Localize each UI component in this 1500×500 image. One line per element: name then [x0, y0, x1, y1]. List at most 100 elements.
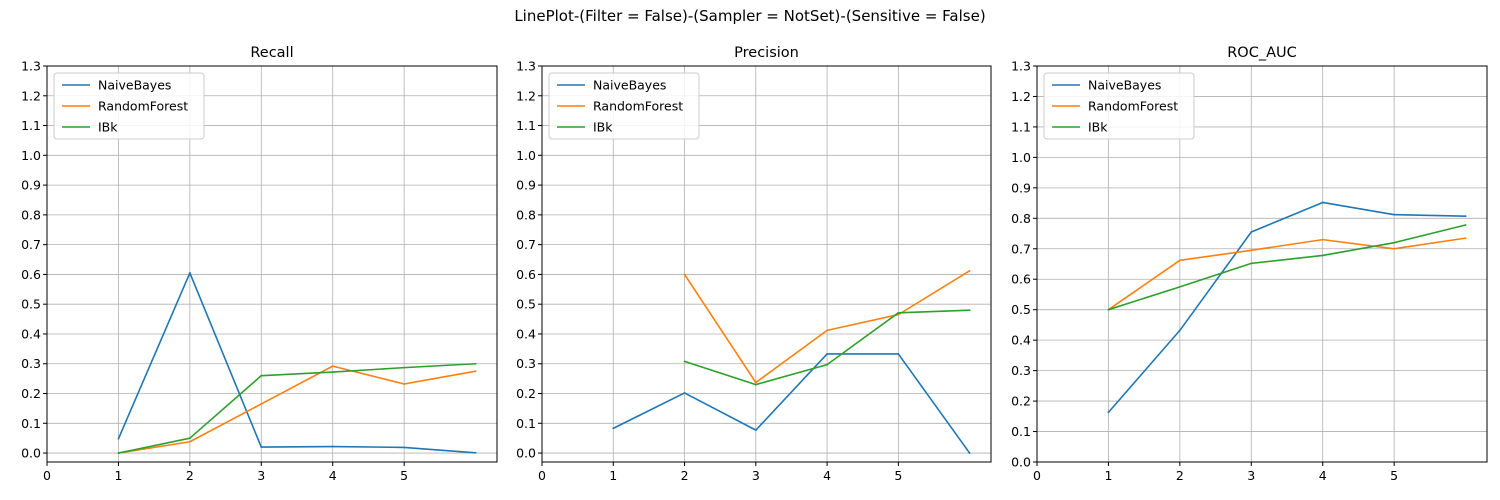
- data-point-naivebayes: [1321, 201, 1324, 204]
- data-point-naivebayes: [1107, 411, 1110, 414]
- data-point-randomforest: [754, 381, 757, 384]
- legend-label-randomforest: RandomForest: [98, 99, 188, 114]
- series-line-ibk: [1108, 224, 1466, 311]
- data-point-ibk: [188, 437, 191, 440]
- y-tick-label: 0.2: [516, 386, 536, 401]
- y-tick-label: 0.0: [21, 446, 41, 461]
- x-tick-label: 4: [823, 468, 831, 483]
- data-point-randomforest: [188, 440, 191, 443]
- series-line-randomforest: [1107, 237, 1466, 311]
- data-point-naivebayes: [683, 392, 686, 394]
- data-point-naivebayes: [897, 353, 900, 355]
- data-point-ibk: [1178, 285, 1181, 288]
- y-tick-label: 1.3: [21, 59, 41, 74]
- x-tick-label: 3: [752, 468, 760, 483]
- legend: NaiveBayes RandomForest IBk: [548, 72, 700, 140]
- axes-frame: [46, 65, 498, 463]
- y-tick-label: 0.5: [1011, 302, 1031, 317]
- x-tick-label: 3: [1247, 468, 1255, 483]
- y-tick-label: 0.9: [1011, 180, 1031, 195]
- data-point-naivebayes: [260, 446, 263, 449]
- y-tick-label: 0.4: [21, 326, 41, 341]
- chart-title: Precision: [734, 45, 799, 61]
- data-point-randomforest: [1178, 259, 1181, 262]
- y-tick-label: 0.3: [21, 356, 41, 371]
- y-tick-label: 1.2: [1011, 89, 1031, 104]
- y-tick-label: 0.5: [516, 297, 536, 312]
- y-tick-label: 0.1: [516, 416, 536, 431]
- x-tick-label: 2: [1176, 468, 1184, 483]
- data-point-naivebayes: [1178, 329, 1181, 332]
- legend: NaiveBayes RandomForest IBk: [1043, 72, 1195, 140]
- data-point-randomforest: [1393, 247, 1396, 250]
- x-tick-label: 5: [894, 468, 902, 483]
- chart-panels: 0.0 0.1 0.2 0.3 0.4 0.5 0.6 0.7 0.8 0.9 1.0 1.1 1.2 1…: [21, 45, 1488, 483]
- axes-frame: [541, 65, 992, 463]
- data-point-randomforest: [897, 313, 900, 316]
- x-tick-label: 2: [681, 468, 689, 483]
- x-tick-label: 1: [609, 468, 617, 483]
- legend-label-naivebayes: NaiveBayes: [593, 78, 666, 93]
- legend-box: [53, 72, 205, 140]
- data-point-ibk: [683, 360, 686, 363]
- series-line-ibk: [118, 362, 476, 454]
- x-tick-label: 0: [43, 468, 51, 483]
- figure-suptitle: LinePlot-(Filter = False)-(Sampler = Not…: [514, 7, 985, 25]
- y-tick-label: 1.2: [21, 88, 41, 103]
- data-point-randomforest: [1321, 238, 1324, 241]
- data-point-ibk: [1321, 254, 1324, 257]
- data-point-naivebayes: [968, 452, 971, 454]
- chart-panel-1: 0.0 0.1 0.2 0.3 0.4 0.5 0.6 0.7 0.8 0.9 1.0 1.1 1.2 1…: [21, 45, 498, 483]
- y-tick-label: 0.0: [516, 446, 536, 461]
- y-tick-label: 0.8: [1011, 211, 1031, 226]
- chart-panel-3: 0.0 0.1 0.2 0.3 0.4 0.5 0.6 0.7 0.8 0.9 1.0 1.1 1.2 1…: [1011, 45, 1488, 483]
- y-tick-label: 0.1: [21, 416, 41, 431]
- y-tick-label: 0.7: [21, 237, 41, 252]
- x-tick-label: 0: [538, 468, 546, 483]
- data-point-ibk: [1250, 262, 1253, 265]
- y-tick-label: 0.3: [516, 356, 536, 371]
- data-point-ibk: [1393, 241, 1396, 244]
- y-tick-label: 0.4: [516, 326, 536, 341]
- data-point-ibk: [1464, 224, 1467, 226]
- series-line-naivebayes: [1107, 201, 1466, 413]
- y-tick-label: 0.6: [21, 267, 41, 282]
- y-tick-label: 0.7: [516, 237, 536, 252]
- y-tick-label: 1.0: [21, 148, 41, 163]
- x-tick-label: 3: [257, 468, 265, 483]
- data-point-ibk: [754, 383, 757, 386]
- y-tick-label: 1.1: [21, 118, 41, 133]
- x-tick-label: 1: [1104, 468, 1112, 483]
- y-tick-label: 1.1: [516, 118, 536, 133]
- chart-panel-2: 0.0 0.1 0.2 0.3 0.4 0.5 0.6 0.7 0.8 0.9 1.0 1.1 1.2 1…: [516, 45, 992, 483]
- y-tick-label: 0.6: [516, 267, 536, 282]
- y-tick-label: 0.3: [1011, 363, 1031, 378]
- data-point-ibk: [403, 366, 406, 369]
- series-line-naivebayes: [117, 272, 476, 454]
- y-tick-label: 1.2: [516, 88, 536, 103]
- y-tick-label: 0.1: [1011, 424, 1031, 439]
- y-tick-label: 1.0: [1011, 150, 1031, 165]
- y-tick-label: 1.1: [1011, 119, 1031, 134]
- data-point-ibk: [331, 371, 334, 373]
- data-point-naivebayes: [1250, 231, 1253, 233]
- data-point-randomforest: [403, 383, 406, 385]
- y-tick-label: 0.9: [516, 178, 536, 193]
- legend-label-ibk: IBk: [593, 120, 613, 135]
- data-point-naivebayes: [117, 437, 120, 440]
- legend: NaiveBayes RandomForest IBk: [53, 72, 205, 140]
- y-tick-label: 0.5: [21, 297, 41, 312]
- x-tick-label: 4: [1319, 468, 1327, 483]
- data-point-randomforest: [826, 329, 828, 332]
- legend-label-randomforest: RandomForest: [1088, 99, 1178, 114]
- y-tick-label: 1.3: [516, 59, 536, 74]
- data-point-randomforest: [683, 273, 686, 276]
- y-tick-label: 0.8: [21, 207, 41, 222]
- series-line-randomforest: [118, 365, 476, 454]
- y-tick-label: 0.0: [1011, 455, 1031, 470]
- x-tick-label: 0: [1033, 468, 1041, 483]
- y-tick-label: 0.6: [1011, 272, 1031, 287]
- y-tick-label: 1.3: [1011, 59, 1031, 74]
- legend-label-naivebayes: NaiveBayes: [98, 78, 171, 93]
